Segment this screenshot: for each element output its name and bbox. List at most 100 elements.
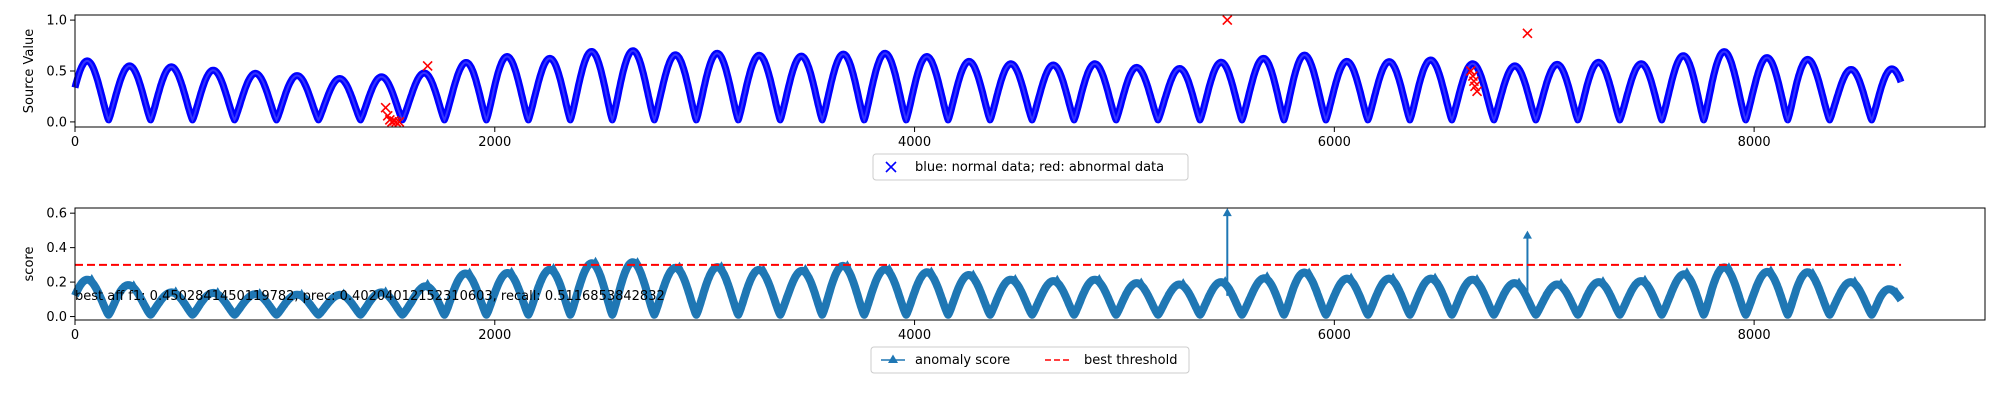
source-value-y-ticks: 0.0 0.5 1.0	[46, 14, 75, 130]
y-tick-label: 0.6	[46, 207, 67, 222]
anomaly-score-marker	[759, 264, 768, 272]
x-tick: 0	[71, 320, 79, 343]
legend-x-marker-icon	[885, 161, 897, 173]
abnormal-point	[1469, 81, 1481, 92]
anomaly-score-marker	[1431, 272, 1440, 280]
x-tick-label: 8000	[1738, 328, 1771, 343]
anomaly-score-x-ticks: 0 2000 4000 6000 8000	[71, 320, 1771, 343]
abnormal-point	[1465, 65, 1476, 77]
y-tick: 0.0	[46, 115, 75, 130]
anomaly-score-marker	[1766, 265, 1775, 273]
anomaly-score-marker	[87, 274, 96, 282]
anomaly-score-marker	[801, 264, 810, 272]
anomaly-score-marker	[633, 257, 642, 265]
anomaly-score-marker	[1599, 276, 1607, 284]
abnormal-point	[1222, 15, 1233, 26]
source-value-legend-label: blue: normal data; red: abnormal data	[915, 160, 1164, 175]
anomaly-score-marker	[885, 263, 894, 271]
x-tick: 0	[71, 127, 79, 150]
x-tick-label: 6000	[1318, 328, 1351, 343]
anomaly-score-marker	[1305, 267, 1314, 275]
anomaly-score-marker	[927, 266, 936, 274]
x-tick-label: 2000	[478, 328, 511, 343]
y-tick-label: 1.0	[46, 14, 67, 29]
source-value-legend: blue: normal data; red: abnormal data	[872, 153, 1189, 181]
x-tick-label: 8000	[1738, 135, 1771, 150]
legend-triangle-line-icon	[881, 354, 905, 363]
source-value-legend-frame	[872, 153, 1189, 181]
anomaly-score-marker	[591, 256, 600, 264]
x-tick: 6000	[1318, 320, 1351, 343]
anomaly-score-series	[71, 258, 1905, 319]
x-tick: 2000	[478, 320, 511, 343]
x-tick: 4000	[898, 127, 931, 150]
abnormal-point	[422, 60, 433, 71]
anomaly-score-marker	[1137, 277, 1146, 285]
normal-data-series	[71, 47, 1905, 124]
anomaly-score-panel: 0 2000 4000 6000 8000 0.0 0.2 0.4 0.6 score bes…	[22, 207, 1986, 374]
y-tick: 0.6	[46, 207, 75, 222]
source-value-panel: 0 2000 4000 6000 8000 0.0 0.5 1.0 Source Value…	[22, 14, 1986, 181]
y-tick-label: 0.0	[46, 115, 67, 130]
anomaly-score-marker	[1347, 272, 1356, 280]
anomaly-score-legend-frame	[870, 346, 1190, 374]
abnormal-point	[1522, 28, 1533, 39]
anomaly-score-marker	[381, 286, 390, 294]
y-tick: 0.5	[46, 65, 75, 80]
best-f1-annotation: best aff f1: 0.4502841450119782, prec: 0…	[75, 289, 665, 304]
anomaly-score-marker	[1850, 276, 1859, 284]
x-tick: 6000	[1318, 127, 1351, 150]
source-value-plot-area	[71, 15, 1905, 127]
normal-data-series-core	[74, 49, 1902, 124]
anomaly-score-marker	[549, 262, 558, 270]
anomaly-score-marker	[129, 280, 138, 288]
anomaly-score-plot-area	[71, 208, 1905, 319]
abnormal-point	[394, 116, 405, 127]
y-tick: 0.0	[46, 310, 75, 325]
anomaly-score-marker	[1557, 278, 1566, 286]
legend-label-anomaly-score: anomaly score	[915, 353, 1010, 368]
source-value-y-axis-label: Source Value	[22, 29, 37, 113]
x-tick-label: 2000	[478, 135, 511, 150]
anomaly-score-marker	[969, 269, 978, 277]
y-tick-label: 0.4	[46, 241, 67, 256]
anomaly-score-marker	[213, 287, 222, 295]
anomaly-score-marker	[717, 261, 726, 269]
anomaly-score-marker	[507, 266, 516, 274]
source-value-x-ticks: 0 2000 4000 6000 8000	[71, 127, 1771, 150]
anomaly-score-marker	[1263, 271, 1272, 279]
x-tick-label: 4000	[898, 328, 931, 343]
anomaly-score-marker	[1053, 274, 1062, 282]
anomaly-score-axes-frame	[74, 207, 1986, 321]
anomaly-score-marker	[339, 288, 348, 296]
anomaly-score-spike	[1222, 208, 1232, 296]
anomaly-score-y-ticks: 0.0 0.2 0.4 0.6	[46, 207, 75, 325]
anomaly-score-marker	[1011, 274, 1020, 282]
anomaly-score-marker	[171, 286, 180, 294]
anomaly-score-marker	[1179, 278, 1188, 286]
anomaly-score-legend: anomaly score best threshold	[870, 346, 1190, 374]
legend-label-best-threshold: best threshold	[1084, 353, 1177, 368]
anomaly-score-marker	[1473, 274, 1482, 282]
anomaly-score-marker	[1724, 262, 1733, 270]
x-tick-label: 6000	[1318, 135, 1351, 150]
anomaly-score-marker	[423, 278, 432, 286]
anomaly-score-marker	[1682, 267, 1691, 275]
anomaly-score-marker	[1892, 287, 1901, 295]
anomaly-score-marker	[1808, 267, 1817, 275]
y-tick: 0.4	[46, 241, 75, 256]
anomaly-score-marker	[1095, 274, 1104, 282]
x-tick: 2000	[478, 127, 511, 150]
y-tick-label: 0.5	[46, 65, 67, 80]
abnormal-point	[1472, 86, 1483, 97]
y-tick: 1.0	[46, 14, 75, 29]
y-tick-label: 0.2	[46, 276, 67, 291]
x-tick: 8000	[1738, 127, 1771, 150]
x-tick-label: 0	[71, 328, 79, 343]
anomaly-score-marker	[465, 267, 474, 275]
y-tick-label: 0.0	[46, 310, 67, 325]
x-tick: 8000	[1738, 320, 1771, 343]
anomaly-score-marker	[255, 288, 264, 296]
anomaly-score-y-axis-label: score	[22, 247, 37, 282]
